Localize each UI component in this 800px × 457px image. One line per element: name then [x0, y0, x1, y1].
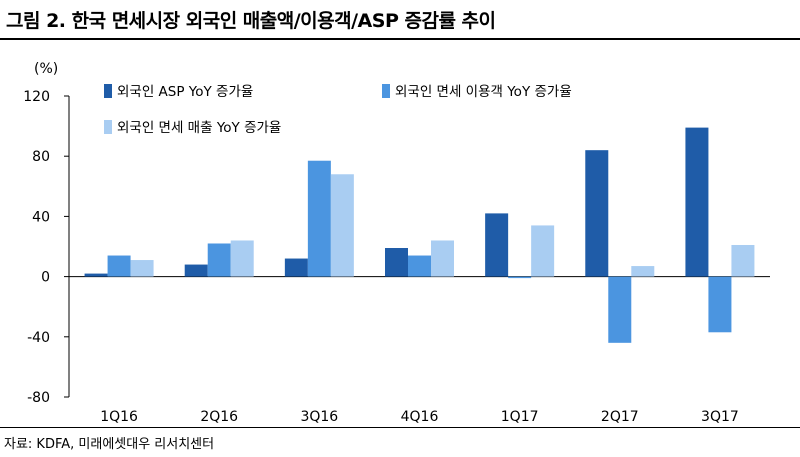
y-tick-label: 120: [23, 89, 50, 105]
x-tick-label: 3Q16: [300, 409, 338, 425]
figure-title: 그림 2. 한국 면세시장 외국인 매출액/이용객/ASP 증감률 추이: [6, 10, 496, 32]
legend-label-2: 외국인 면세 이용객 YoY 증가율: [395, 84, 572, 100]
title-bar: 그림 2. 한국 면세시장 외국인 매출액/이용객/ASP 증감률 추이: [0, 0, 800, 40]
x-tick-label: 3Q17: [701, 409, 739, 425]
x-tick-label: 2Q16: [200, 409, 238, 425]
x-tick-label: 4Q16: [401, 409, 439, 425]
legend-swatch-3: [104, 120, 112, 134]
bar-3-1Q17: [531, 225, 555, 277]
y-tick-label: -80: [27, 390, 50, 406]
bar-3-2Q17: [631, 266, 655, 277]
x-tick-label: 1Q16: [100, 409, 138, 425]
bar-2-1Q17: [508, 276, 532, 279]
y-tick-label: 40: [32, 209, 50, 225]
y-tick-label: 80: [32, 149, 50, 165]
bar-2-1Q16: [107, 255, 131, 277]
legend-label-1: 외국인 ASP YoY 증가율: [117, 84, 253, 100]
bar-1-4Q16: [385, 248, 408, 277]
y-tick-label: -40: [27, 330, 50, 346]
bar-2-2Q16: [207, 243, 231, 277]
footer-divider: [0, 427, 800, 428]
bar-1-2Q16: [184, 264, 208, 277]
y-unit-label: (%): [34, 61, 58, 77]
source-note: 자료: KDFA, 미래에셋대우 리서치센터: [4, 437, 215, 452]
bar-3-3Q16: [330, 174, 354, 277]
legend-swatch-1: [104, 84, 112, 98]
bar-1-1Q17: [485, 213, 509, 277]
bar-3-4Q16: [431, 240, 454, 277]
x-tick-label: 2Q17: [601, 409, 639, 425]
legend-label-3: 외국인 면세 매출 YoY 증가율: [117, 120, 281, 136]
bar-2-4Q16: [408, 255, 431, 277]
bar-2-2Q17: [608, 276, 632, 343]
bar-3-2Q16: [230, 240, 254, 277]
y-tick-label: 0: [41, 270, 50, 286]
bar-2-3Q16: [307, 160, 331, 277]
bar-chart: (%) 120 80 40 0 -40 -80 1Q16 2Q16 3Q16 4Q16 1Q17 2Q1…: [23, 61, 770, 425]
bar-1-3Q17: [685, 127, 709, 277]
bar-1-3Q16: [284, 258, 308, 277]
bar-3-1Q16: [130, 260, 154, 277]
title-divider: [0, 38, 800, 40]
bar-1-1Q16: [84, 273, 108, 277]
bar-3-3Q17: [731, 244, 755, 277]
bar-2-3Q17: [708, 276, 732, 333]
bar-1-2Q17: [585, 150, 609, 277]
x-tick-label: 1Q17: [501, 409, 539, 425]
legend-swatch-2: [382, 84, 390, 98]
